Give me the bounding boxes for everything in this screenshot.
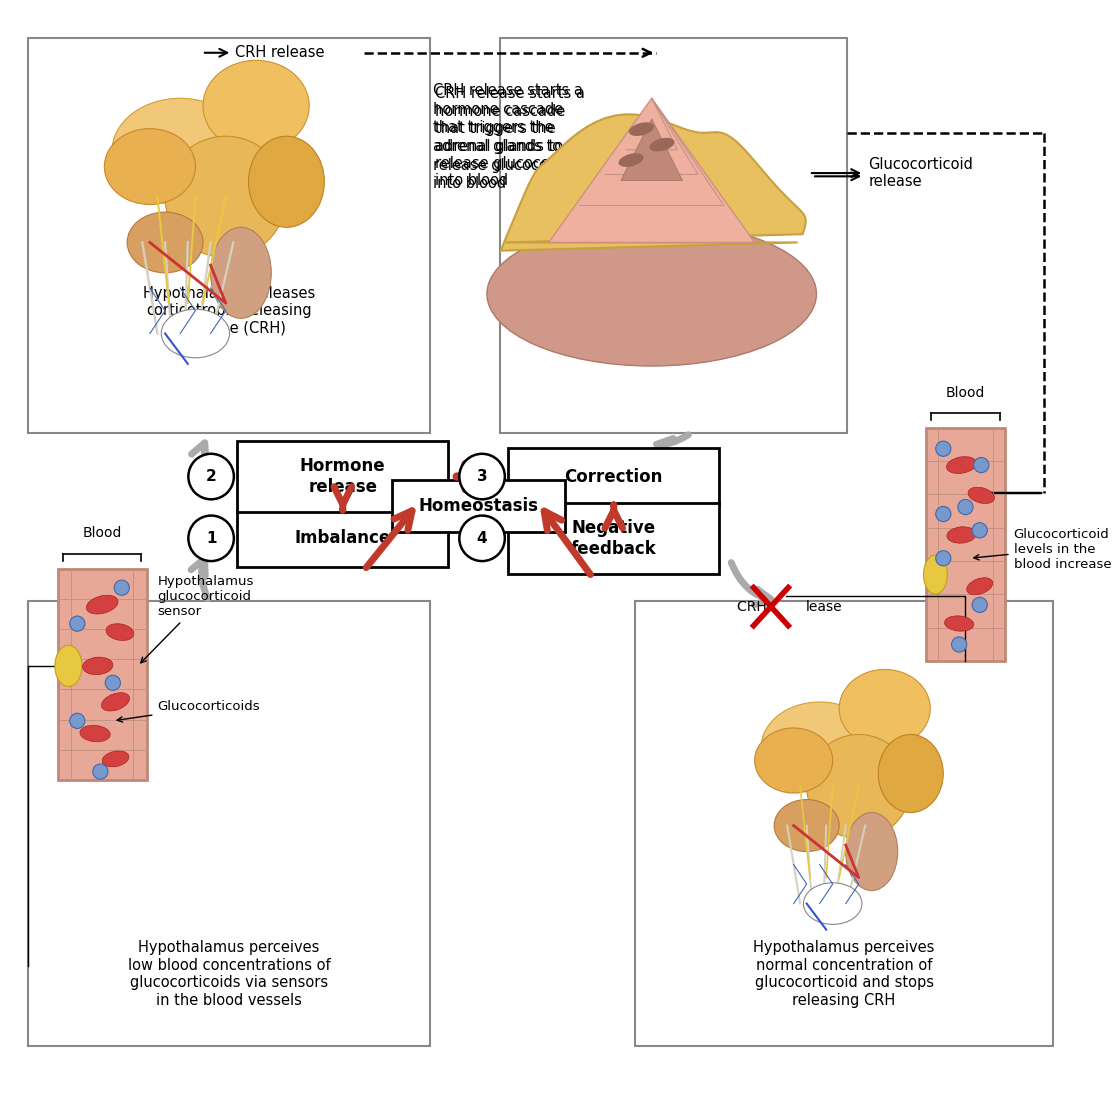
Polygon shape (500, 114, 805, 251)
Ellipse shape (968, 487, 994, 503)
Circle shape (93, 764, 108, 779)
Ellipse shape (203, 60, 309, 151)
Ellipse shape (248, 137, 324, 228)
FancyBboxPatch shape (58, 569, 146, 780)
Ellipse shape (112, 98, 248, 205)
Text: Hormone
release: Hormone release (300, 457, 385, 496)
Text: Imbalance: Imbalance (295, 529, 391, 547)
Ellipse shape (761, 702, 878, 793)
FancyBboxPatch shape (926, 428, 1005, 661)
FancyBboxPatch shape (508, 449, 719, 504)
Circle shape (189, 454, 233, 499)
Ellipse shape (947, 527, 976, 543)
Text: Blood: Blood (83, 526, 122, 540)
Text: Blood concentration
of glucocorticoids
increases: Blood concentration of glucocorticoids i… (516, 275, 663, 325)
Ellipse shape (102, 693, 130, 711)
FancyBboxPatch shape (29, 602, 430, 1046)
Ellipse shape (55, 645, 82, 687)
Ellipse shape (755, 728, 832, 793)
Ellipse shape (127, 212, 203, 272)
Text: CRH release starts a
hormone cascade
that triggers the
adrenal glands to
release: CRH release starts a hormone cascade tha… (432, 83, 594, 191)
Ellipse shape (803, 883, 862, 924)
Ellipse shape (619, 153, 643, 167)
Polygon shape (621, 119, 682, 181)
Text: Negative
feedback: Negative feedback (571, 519, 657, 558)
Text: Glucocorticoid
levels in the
blood increase: Glucocorticoid levels in the blood incre… (974, 527, 1111, 571)
Text: lease: lease (805, 600, 842, 614)
Circle shape (69, 713, 85, 729)
Ellipse shape (945, 616, 974, 631)
Text: 4: 4 (477, 531, 487, 546)
Ellipse shape (211, 228, 271, 318)
Ellipse shape (102, 750, 128, 767)
Circle shape (936, 507, 951, 522)
Ellipse shape (846, 813, 898, 891)
Circle shape (69, 616, 85, 631)
Ellipse shape (86, 595, 118, 614)
FancyBboxPatch shape (237, 510, 448, 567)
FancyBboxPatch shape (392, 480, 565, 532)
Ellipse shape (946, 456, 976, 474)
Ellipse shape (106, 624, 134, 640)
Circle shape (958, 500, 973, 514)
Text: CRH release starts a
hormone cascade
that triggers the
adrenal glands to
release: CRH release starts a hormone cascade tha… (435, 86, 596, 188)
Ellipse shape (487, 222, 817, 366)
Circle shape (974, 457, 989, 473)
Text: CRH release: CRH release (236, 45, 325, 60)
Polygon shape (548, 98, 755, 243)
Text: Hypothalamus perceives
normal concentration of
glucocorticoid and stops
releasin: Hypothalamus perceives normal concentrat… (753, 941, 935, 1008)
FancyBboxPatch shape (500, 37, 847, 433)
Ellipse shape (161, 310, 229, 358)
Text: 3: 3 (477, 469, 487, 484)
Ellipse shape (165, 137, 286, 257)
FancyBboxPatch shape (636, 602, 1052, 1046)
Text: Hypothalamus perceives
low blood concentrations of
glucocorticoids via sensors
i: Hypothalamus perceives low blood concent… (127, 941, 331, 1008)
Circle shape (936, 550, 951, 566)
Ellipse shape (649, 138, 675, 151)
Circle shape (189, 515, 233, 561)
FancyBboxPatch shape (508, 503, 719, 573)
Ellipse shape (80, 725, 111, 742)
Ellipse shape (806, 734, 910, 839)
Ellipse shape (83, 657, 113, 675)
Circle shape (459, 454, 505, 499)
Text: Glucocorticoids: Glucocorticoids (117, 700, 260, 722)
Text: 2: 2 (206, 469, 217, 484)
Text: Glucocorticoid
release: Glucocorticoid release (868, 156, 973, 189)
Text: CRH: CRH (737, 600, 771, 614)
Text: 1: 1 (206, 531, 217, 546)
Circle shape (952, 637, 966, 652)
Ellipse shape (629, 123, 653, 136)
Circle shape (459, 515, 505, 561)
Ellipse shape (878, 734, 943, 813)
Ellipse shape (924, 555, 947, 594)
Ellipse shape (774, 800, 839, 851)
Text: Blood: Blood (946, 385, 985, 399)
FancyBboxPatch shape (29, 37, 430, 433)
Circle shape (114, 580, 130, 595)
Text: Hypothalamus
glucocorticoid
sensor: Hypothalamus glucocorticoid sensor (141, 575, 254, 663)
Ellipse shape (966, 578, 993, 595)
Ellipse shape (839, 670, 930, 747)
Text: Correction: Correction (564, 467, 663, 486)
Ellipse shape (104, 129, 195, 205)
Circle shape (105, 675, 121, 690)
Circle shape (972, 597, 987, 613)
Text: Hypothalamus releases
corticotropin-releasing
hormone (CRH): Hypothalamus releases corticotropin-rele… (143, 286, 315, 336)
Text: Homeostasis: Homeostasis (418, 497, 538, 515)
Circle shape (936, 441, 951, 456)
Circle shape (972, 523, 987, 538)
FancyBboxPatch shape (237, 441, 448, 512)
